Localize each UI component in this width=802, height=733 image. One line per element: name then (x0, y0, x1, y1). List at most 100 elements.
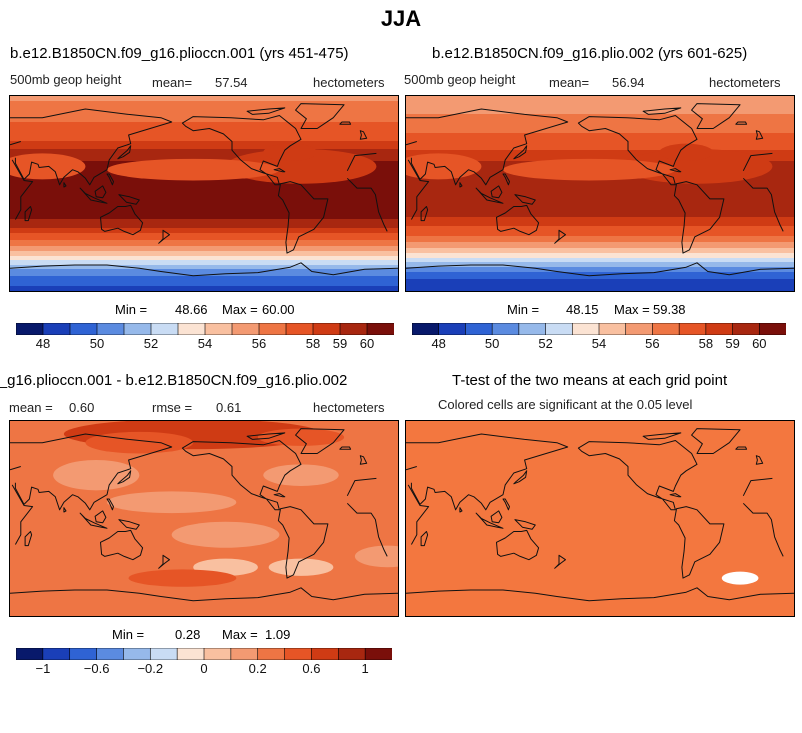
value-band (406, 181, 794, 183)
colorbar-swatch (364, 648, 392, 660)
value-band (10, 222, 398, 224)
value-band (10, 158, 398, 160)
value-band (406, 148, 794, 150)
colorbar-tick-label: 50 (89, 336, 105, 351)
value-band (406, 230, 794, 232)
colorbar-tick-label: 56 (251, 336, 267, 351)
value-band (10, 260, 398, 262)
value-band (406, 141, 794, 143)
value-band (10, 242, 398, 244)
units-label-bottom-left: hectometers (313, 400, 385, 415)
colorbar-swatch (312, 323, 341, 335)
coastline-europe-asia (10, 433, 173, 511)
value-band (10, 189, 398, 191)
value-band (10, 236, 398, 238)
value-band (406, 153, 794, 155)
value-band (10, 270, 398, 272)
coastline-sri-lanka (459, 507, 463, 513)
value-band (406, 276, 794, 278)
colorbar-swatch (257, 648, 286, 660)
value-band (10, 114, 398, 116)
value-band (406, 211, 794, 213)
coastline-sri-lanka (63, 507, 67, 513)
value-band (406, 205, 794, 207)
coastline-iceland (735, 446, 748, 450)
value-band (10, 198, 398, 200)
colorbar-swatch (69, 323, 98, 335)
value-band (10, 266, 398, 268)
value-band (10, 290, 398, 291)
value-band (10, 203, 398, 205)
value-band (406, 259, 794, 261)
high-core-north-america (659, 143, 714, 161)
value-band (406, 244, 794, 246)
value-band (406, 183, 794, 185)
colorbar-tick-label: 60 (752, 336, 767, 351)
value-band (406, 110, 794, 112)
colorbar-swatch (230, 648, 259, 660)
value-band (10, 268, 398, 270)
diff-asia-low (53, 460, 140, 491)
min-value-bottom-left: 0.28 (175, 627, 201, 642)
colorbar-top-right (412, 323, 786, 335)
coastlines (406, 428, 794, 602)
value-band (406, 255, 794, 257)
value-band (10, 227, 398, 229)
value-band (10, 143, 398, 145)
value-band (10, 180, 398, 182)
value-band (406, 227, 794, 229)
value-band (10, 247, 398, 249)
value-band (10, 181, 398, 183)
map-plot-top-left (9, 95, 399, 292)
coastline-europe-asia (10, 466, 21, 471)
value-band (406, 214, 794, 216)
value-band (10, 151, 398, 153)
colorbar-swatch (176, 648, 205, 660)
value-band (10, 255, 398, 257)
value-band (10, 229, 398, 231)
colorbar-swatch (16, 648, 44, 660)
coastline-africa (346, 477, 377, 497)
value-band (406, 139, 794, 141)
colorbar-tick-label: 1 (361, 661, 369, 676)
value-band (10, 232, 398, 234)
value-band (406, 281, 794, 283)
coastline-indonesia (475, 512, 504, 529)
value-band (406, 260, 794, 262)
value-band (406, 247, 794, 249)
value-band (10, 287, 398, 289)
coastline-cuba (669, 493, 682, 498)
value-band (406, 142, 794, 144)
value-band (10, 120, 398, 122)
value-band (406, 229, 794, 231)
coastline-borneo (490, 185, 503, 199)
value-band (10, 111, 398, 113)
value-band (406, 265, 794, 267)
value-band (10, 146, 398, 148)
colorbar-tick-label: 52 (538, 336, 553, 351)
value-band (10, 248, 398, 250)
coastline-philippines (502, 498, 510, 511)
coastline-greenland (295, 428, 345, 454)
value-band (406, 239, 794, 241)
coastline-australia (496, 529, 540, 561)
colorbar-swatch (123, 323, 152, 335)
value-band (406, 195, 794, 197)
value-band (10, 197, 398, 199)
value-band (406, 98, 794, 100)
value-band (10, 97, 398, 99)
value-band (406, 267, 794, 269)
value-band (406, 264, 794, 266)
value-band (406, 257, 794, 259)
value-band (10, 187, 398, 189)
value-band (10, 251, 398, 253)
value-band (10, 265, 398, 267)
coastline-philippines (106, 498, 114, 511)
value-band (10, 209, 398, 211)
value-band (10, 235, 398, 237)
colorbar-bottom-left (16, 648, 392, 660)
value-band (406, 120, 794, 122)
value-band (10, 145, 398, 147)
value-band (10, 217, 398, 219)
coastline-madagascar (420, 531, 429, 547)
